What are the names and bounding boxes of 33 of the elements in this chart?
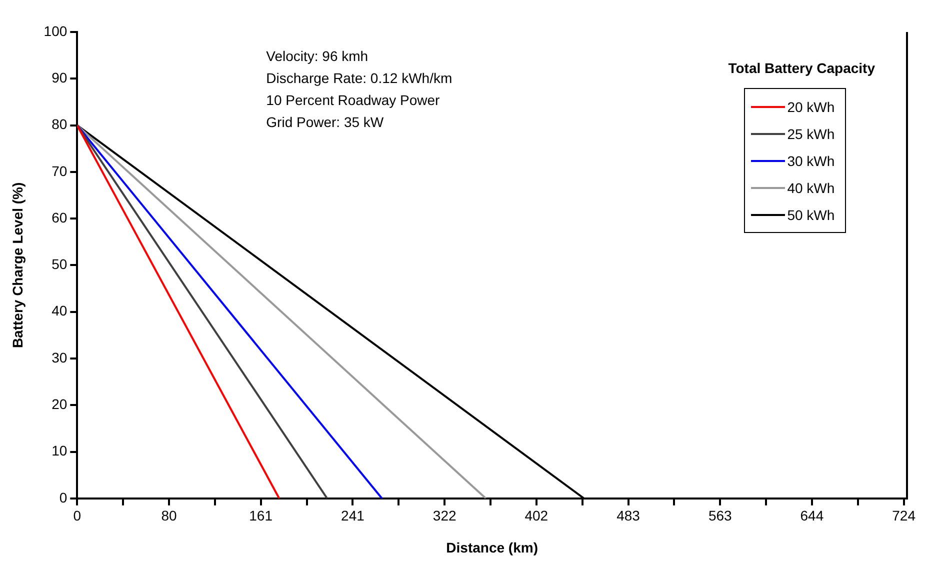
x-tick-label: 241: [341, 508, 365, 524]
legend-label: 50 kWh: [787, 206, 835, 222]
x-tick-label: 483: [616, 508, 640, 524]
legend-label: 30 kWh: [787, 152, 835, 168]
annotation: 10 Percent Roadway Power: [266, 92, 440, 108]
x-tick-label: 402: [524, 508, 548, 524]
x-tick-label: 644: [800, 508, 824, 524]
legend-label: 20 kWh: [787, 98, 835, 114]
y-tick-label: 90: [52, 70, 68, 86]
legend-label: 40 kWh: [787, 180, 835, 196]
y-tick-label: 30: [52, 349, 68, 366]
y-tick-label: 0: [59, 489, 68, 506]
y-tick-label: 80: [52, 116, 68, 132]
x-tick-label: 322: [432, 508, 456, 524]
legend-label: 25 kWh: [787, 126, 835, 142]
y-tick-label: 20: [52, 396, 68, 412]
y-tick-label: 70: [52, 162, 68, 179]
y-tick-label: 10: [52, 442, 68, 459]
y-axis-title: Battery Charge Level (%): [9, 182, 26, 348]
annotation: Grid Power: 35 kW: [266, 114, 384, 130]
legend-title: Total Battery Capacity: [728, 60, 875, 76]
y-tick-label: 60: [52, 209, 68, 226]
y-tick-label: 50: [52, 256, 68, 272]
y-tick-label: 40: [52, 302, 68, 319]
annotation: Velocity: 96 kmh: [266, 48, 368, 64]
y-tick-label: 100: [44, 22, 68, 39]
x-tick-label: 80: [161, 508, 178, 524]
x-tick-label: 724: [892, 508, 916, 524]
annotation: Discharge Rate: 0.12 kWh/km: [266, 70, 452, 86]
x-tick-label: 161: [249, 508, 273, 524]
x-tick-label: 563: [708, 508, 732, 524]
x-tick-label: 0: [73, 508, 82, 524]
x-axis-title: Distance (km): [446, 539, 538, 556]
